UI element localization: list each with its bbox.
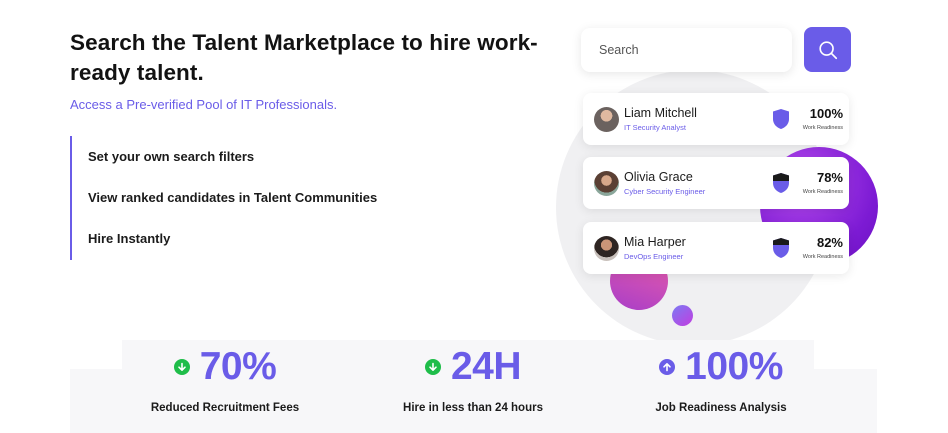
- stat-value: 70%: [199, 345, 277, 388]
- search-button[interactable]: [804, 27, 851, 72]
- candidate-role: DevOps Engineer: [624, 252, 684, 261]
- feature-item-ranked-candidates: View ranked candidates in Talent Communi…: [88, 190, 378, 205]
- page-subtitle: Access a Pre-verified Pool of IT Profess…: [70, 97, 338, 112]
- candidate-card[interactable]: Liam Mitchell IT Security Analyst 100% W…: [583, 93, 849, 145]
- feature-item-hire-instantly: Hire Instantly: [88, 231, 171, 246]
- shield-icon: [773, 238, 789, 258]
- candidate-role: IT Security Analyst: [624, 123, 686, 132]
- work-readiness-label: Work Readiness: [802, 125, 843, 131]
- decorative-small-circle: [672, 305, 693, 326]
- search-input[interactable]: [599, 43, 779, 57]
- stats-background: [70, 369, 877, 433]
- stat-hire-time: 24H Hire in less than 24 hours: [358, 342, 588, 414]
- candidate-card[interactable]: Mia Harper DevOps Engineer 82% Work Read…: [583, 222, 849, 274]
- work-readiness-label: Work Readiness: [802, 189, 843, 195]
- arrow-down-circle-icon: [424, 359, 441, 375]
- stat-value: 100%: [685, 345, 783, 388]
- avatar: [594, 171, 619, 196]
- arrow-down-circle-icon: [173, 359, 190, 375]
- shield-icon: [773, 173, 789, 193]
- feature-item-search-filters: Set your own search filters: [88, 149, 255, 164]
- candidate-role: Cyber Security Engineer: [624, 187, 706, 196]
- work-readiness-label: Work Readiness: [802, 254, 843, 260]
- stat-label: Hire in less than 24 hours: [403, 402, 543, 414]
- stat-recruitment-fees: 70% Reduced Recruitment Fees: [110, 342, 340, 414]
- candidate-name: Mia Harper: [624, 235, 686, 249]
- avatar: [594, 236, 619, 261]
- stat-label: Job Readiness Analysis: [655, 402, 787, 414]
- candidate-card[interactable]: Olivia Grace Cyber Security Engineer 78%…: [583, 157, 849, 209]
- stat-job-readiness: 100% Job Readiness Analysis: [606, 342, 836, 414]
- shield-icon: [773, 109, 789, 129]
- arrow-up-circle-icon: [659, 359, 676, 375]
- stat-label: Reduced Recruitment Fees: [150, 402, 300, 414]
- page-title: Search the Talent Marketplace to hire wo…: [70, 30, 538, 85]
- search-box: [581, 28, 792, 72]
- work-readiness-score: 100%: [809, 106, 843, 121]
- feature-list: Set your own search filters View ranked …: [70, 136, 410, 260]
- candidate-name: Olivia Grace: [624, 170, 693, 184]
- work-readiness-score: 78%: [816, 170, 843, 185]
- stat-value: 24H: [450, 345, 522, 388]
- avatar: [594, 107, 619, 132]
- search-icon: [818, 40, 837, 59]
- candidate-name: Liam Mitchell: [624, 106, 697, 120]
- work-readiness-score: 82%: [816, 235, 843, 250]
